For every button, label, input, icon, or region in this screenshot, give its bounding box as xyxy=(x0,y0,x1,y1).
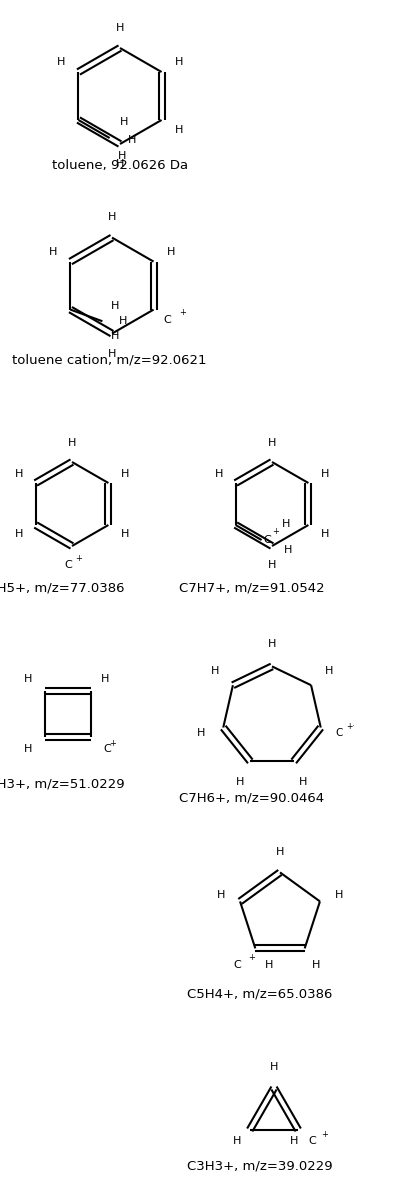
Text: H: H xyxy=(268,438,276,448)
Text: C3H3+, m/z=39.0229: C3H3+, m/z=39.0229 xyxy=(187,1160,333,1172)
Text: H: H xyxy=(312,960,321,970)
Text: C: C xyxy=(335,727,343,738)
Text: H: H xyxy=(120,529,129,540)
Text: H: H xyxy=(282,518,290,529)
Text: H: H xyxy=(15,468,24,479)
Text: H: H xyxy=(175,125,183,136)
Text: C: C xyxy=(234,960,242,970)
Text: H: H xyxy=(320,468,329,479)
Text: +: + xyxy=(76,554,82,564)
Text: C7H7+, m/z=91.0542: C7H7+, m/z=91.0542 xyxy=(179,582,325,594)
Text: H: H xyxy=(116,160,124,169)
Text: H: H xyxy=(108,212,116,222)
Text: H: H xyxy=(215,468,224,479)
Text: H: H xyxy=(24,674,32,684)
Text: H: H xyxy=(290,1135,299,1146)
Text: H: H xyxy=(108,349,116,359)
Text: C6H5+, m/z=77.0386: C6H5+, m/z=77.0386 xyxy=(0,582,125,594)
Text: +: + xyxy=(248,953,255,962)
Text: H: H xyxy=(270,1062,278,1072)
Text: C: C xyxy=(103,744,111,754)
Text: H: H xyxy=(167,246,175,257)
Text: toluene, 92.0626 Da: toluene, 92.0626 Da xyxy=(52,160,188,172)
Text: H: H xyxy=(116,23,124,32)
Text: H: H xyxy=(68,438,76,448)
Text: H: H xyxy=(232,1135,241,1146)
Text: H: H xyxy=(57,56,65,67)
Text: C5H4+, m/z=65.0386: C5H4+, m/z=65.0386 xyxy=(187,988,333,1000)
Text: H: H xyxy=(15,529,24,540)
Text: H: H xyxy=(175,56,183,67)
Text: C: C xyxy=(309,1135,316,1146)
Text: H: H xyxy=(284,545,292,554)
Text: C: C xyxy=(64,560,72,570)
Text: C: C xyxy=(264,535,271,545)
Text: H: H xyxy=(49,246,57,257)
Text: H: H xyxy=(128,134,136,145)
Text: H: H xyxy=(268,638,276,649)
Text: toluene cation, m/z=92.0621: toluene cation, m/z=92.0621 xyxy=(12,354,206,366)
Text: C7H6+, m/z=90.0464: C7H6+, m/z=90.0464 xyxy=(180,792,324,804)
Text: H: H xyxy=(320,529,329,540)
Text: C4H3+, m/z=51.0229: C4H3+, m/z=51.0229 xyxy=(0,778,125,790)
Text: +: + xyxy=(272,528,279,536)
Text: H: H xyxy=(299,776,308,787)
Text: +·: +· xyxy=(346,722,355,731)
Text: +: + xyxy=(110,738,116,748)
Text: H: H xyxy=(101,674,109,684)
Text: H: H xyxy=(120,468,129,479)
Text: H: H xyxy=(197,727,206,738)
Text: H: H xyxy=(265,960,274,970)
Text: H: H xyxy=(217,890,225,900)
Text: H: H xyxy=(268,560,276,570)
Text: H: H xyxy=(324,666,333,676)
Text: +: + xyxy=(179,308,186,317)
Text: H: H xyxy=(120,116,128,127)
Text: H: H xyxy=(276,847,284,857)
Text: H: H xyxy=(111,301,120,311)
Text: +: + xyxy=(321,1130,328,1139)
Text: H: H xyxy=(118,151,126,161)
Text: H: H xyxy=(236,776,245,787)
Text: H: H xyxy=(111,331,120,341)
Text: H: H xyxy=(119,317,128,326)
Text: H: H xyxy=(24,744,32,754)
Text: C: C xyxy=(163,314,171,325)
Text: H: H xyxy=(335,890,343,900)
Text: H: H xyxy=(211,666,220,676)
